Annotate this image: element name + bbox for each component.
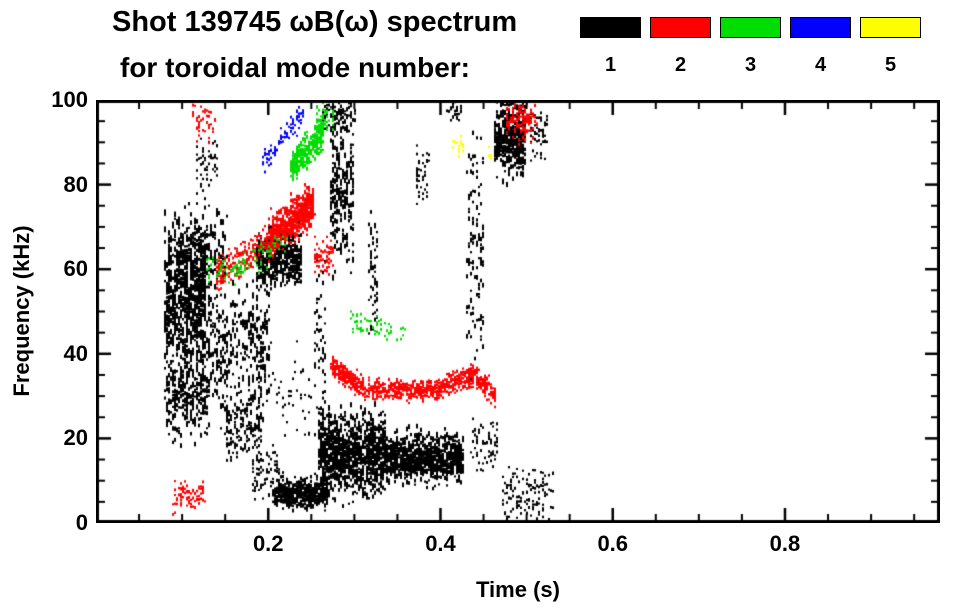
legend-label-n2: 2 — [674, 54, 687, 76]
y-tick-label: 40 — [63, 340, 88, 366]
legend-swatch-n5 — [860, 17, 921, 38]
legend-label-n5: 5 — [884, 54, 897, 76]
x-tick-label: 0.4 — [425, 531, 456, 556]
legend-label-n3: 3 — [744, 54, 757, 76]
plot-area — [96, 100, 940, 523]
chart-title: Shot 139745 ωB(ω) spectrum — [112, 6, 518, 38]
y-axis-title: Frequency (kHz) — [9, 225, 34, 397]
y-tick-label: 20 — [63, 425, 88, 451]
y-tick-label: 80 — [63, 171, 88, 197]
y-tick-label: 0 — [75, 510, 88, 535]
legend-swatch-n1 — [580, 17, 641, 38]
legend-swatch-n4 — [790, 17, 851, 38]
y-tick-label: 100 — [51, 87, 88, 112]
y-tick-label: 60 — [63, 256, 88, 282]
chart-subtitle: for toroidal mode number: — [120, 52, 470, 83]
x-axis-title: Time (s) — [476, 577, 560, 602]
legend-swatch-n2 — [650, 17, 711, 38]
x-tick-label: 0.2 — [252, 531, 284, 556]
legend-swatches — [580, 17, 921, 38]
x-tick-label: 0.8 — [769, 531, 801, 556]
legend-label-n1: 1 — [604, 54, 617, 76]
x-tick-label: 0.6 — [597, 531, 629, 556]
legend-labels: 1 2 3 4 5 — [580, 54, 921, 77]
legend-swatch-n3 — [720, 17, 781, 38]
legend-label-n4: 4 — [814, 54, 827, 76]
